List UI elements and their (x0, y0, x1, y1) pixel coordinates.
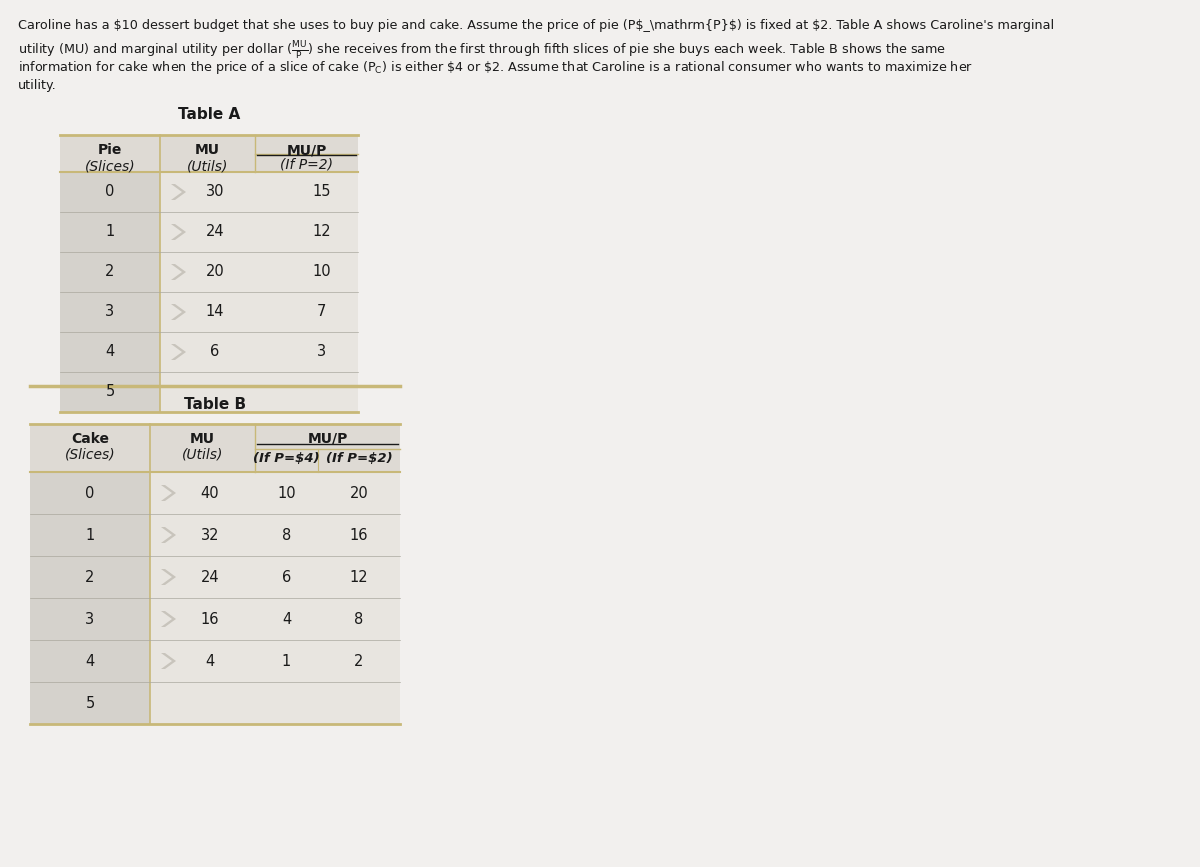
Text: 1: 1 (106, 225, 115, 239)
Text: 12: 12 (312, 225, 331, 239)
Text: 10: 10 (277, 486, 296, 500)
Text: 0: 0 (106, 185, 115, 199)
Polygon shape (161, 653, 176, 669)
Text: 30: 30 (205, 185, 224, 199)
Bar (30, 472, 150, 724)
Text: (If P=$4): (If P=$4) (253, 452, 320, 465)
Bar (60, 135, 358, 172)
Text: 4: 4 (205, 654, 215, 668)
Text: 15: 15 (312, 185, 331, 199)
Bar (30, 472, 400, 724)
Polygon shape (172, 304, 186, 320)
Polygon shape (172, 224, 186, 240)
Text: 4: 4 (106, 344, 115, 360)
Text: 2: 2 (354, 654, 364, 668)
Text: 1: 1 (282, 654, 292, 668)
Text: 6: 6 (282, 570, 292, 584)
Text: 1: 1 (85, 527, 95, 543)
Polygon shape (161, 527, 176, 543)
Text: (Utils): (Utils) (187, 159, 228, 173)
Bar (30, 424, 400, 472)
Text: 7: 7 (317, 304, 326, 320)
Text: 20: 20 (205, 264, 224, 279)
Text: Table B: Table B (184, 397, 246, 412)
Text: 0: 0 (85, 486, 95, 500)
Text: 4: 4 (85, 654, 95, 668)
Text: 10: 10 (312, 264, 331, 279)
Text: 8: 8 (354, 611, 364, 627)
Text: 24: 24 (205, 225, 224, 239)
Text: (If P=2): (If P=2) (280, 157, 334, 171)
Text: MU: MU (190, 432, 215, 446)
Text: 16: 16 (349, 527, 368, 543)
Text: 2: 2 (106, 264, 115, 279)
Polygon shape (172, 264, 186, 280)
Text: 12: 12 (349, 570, 368, 584)
Text: (Slices): (Slices) (65, 448, 115, 462)
Polygon shape (161, 569, 176, 585)
Polygon shape (161, 485, 176, 501)
Text: 5: 5 (106, 384, 115, 400)
Text: 3: 3 (85, 611, 95, 627)
Polygon shape (172, 184, 186, 200)
Text: 40: 40 (200, 486, 220, 500)
Text: (If P=$2): (If P=$2) (325, 452, 392, 465)
Text: 20: 20 (349, 486, 368, 500)
Text: Caroline has a $10 dessert budget that she uses to buy pie and cake. Assume the : Caroline has a $10 dessert budget that s… (18, 19, 1054, 32)
Polygon shape (161, 611, 176, 627)
Bar (60, 172, 160, 412)
Text: 14: 14 (205, 304, 224, 320)
Text: 2: 2 (85, 570, 95, 584)
Text: (Utils): (Utils) (182, 448, 223, 462)
Text: 8: 8 (282, 527, 292, 543)
Text: 3: 3 (106, 304, 114, 320)
Text: 32: 32 (200, 527, 220, 543)
Text: 24: 24 (200, 570, 220, 584)
Text: utility (MU) and marginal utility per dollar ($\frac{\mathrm{MU}}{\mathrm{P}}$) : utility (MU) and marginal utility per do… (18, 39, 947, 61)
Polygon shape (172, 344, 186, 360)
Text: MU: MU (194, 143, 220, 157)
Bar (60, 172, 358, 412)
Text: Cake: Cake (71, 432, 109, 446)
Text: Pie: Pie (98, 143, 122, 157)
Text: 5: 5 (85, 695, 95, 710)
Text: Table A: Table A (178, 107, 240, 122)
Text: MU/P: MU/P (307, 432, 348, 446)
Text: 4: 4 (282, 611, 292, 627)
Text: (Slices): (Slices) (85, 159, 136, 173)
Text: MU/P: MU/P (287, 143, 326, 157)
Text: information for cake when the price of a slice of cake (P$_\mathrm{C}$) is eithe: information for cake when the price of a… (18, 59, 973, 76)
Text: 6: 6 (210, 344, 220, 360)
Text: 3: 3 (317, 344, 326, 360)
Text: 16: 16 (200, 611, 220, 627)
Text: utility.: utility. (18, 79, 56, 92)
